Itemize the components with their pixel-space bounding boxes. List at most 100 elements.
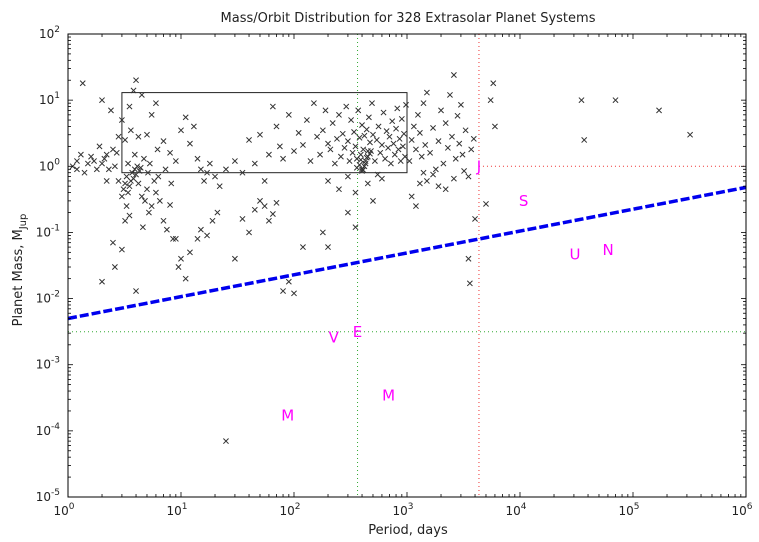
exoplanet-marker [123, 173, 130, 180]
exoplanet-marker [108, 107, 114, 114]
exoplanet-marker [378, 142, 385, 148]
exoplanet-marker [209, 217, 216, 224]
exoplanet-marker [423, 178, 430, 184]
exoplanet-marker [344, 209, 351, 216]
exoplanet-marker [406, 158, 413, 165]
exoplanet-marker [357, 156, 364, 163]
exoplanet-marker [359, 122, 365, 129]
exoplanet-marker [341, 144, 348, 151]
x-tick-label: 106 [731, 502, 752, 518]
highlight-box [121, 92, 408, 174]
exoplanet-marker [352, 143, 359, 150]
exoplanet-marker [348, 117, 355, 124]
exoplanet-marker [269, 211, 276, 217]
x-tick-label: 103 [392, 502, 413, 518]
exoplanet-marker [427, 149, 434, 156]
exoplanet-marker [122, 180, 129, 187]
exoplanet-marker [186, 249, 193, 256]
exoplanet-marker [344, 138, 351, 145]
exoplanet-marker [452, 155, 459, 162]
exoplanet-marker [239, 169, 246, 176]
exoplanet-marker [472, 215, 478, 222]
exoplanet-marker [365, 114, 372, 121]
exoplanet-marker [468, 146, 475, 153]
exoplanet-marker [285, 278, 292, 285]
exoplanet-marker [155, 173, 162, 180]
exoplanet-marker [397, 158, 404, 165]
exoplanet-marker [394, 105, 401, 112]
planet-label-5: S [519, 192, 529, 210]
exoplanet-marker [378, 175, 385, 182]
exoplanet-marker [449, 133, 455, 140]
exoplanet-marker [483, 200, 489, 207]
planet-label-4: J [476, 157, 481, 175]
exoplanet-marker [319, 127, 326, 134]
exoplanet-marker [276, 143, 283, 150]
exoplanet-marker [111, 163, 118, 170]
exoplanet-marker [79, 80, 86, 87]
exoplanet-marker [105, 166, 112, 173]
exoplanet-marker [122, 137, 129, 143]
exoplanet-marker [140, 155, 147, 162]
exoplanet-marker [88, 153, 95, 160]
exoplanet-marker [310, 100, 317, 107]
exoplanet-marker [216, 183, 223, 190]
y-tick-label: 102 [39, 25, 60, 41]
exoplanet-marker [414, 111, 421, 118]
exoplanet-marker [465, 255, 472, 262]
exoplanet-marker [93, 166, 100, 173]
exoplanet-marker [336, 186, 342, 193]
exoplanet-marker [461, 168, 468, 174]
exoplanet-marker [167, 149, 174, 156]
exoplanet-marker [656, 107, 662, 114]
y-tick-label: 101 [39, 91, 60, 107]
exoplanet-marker [450, 72, 457, 78]
trend-line-path [67, 185, 747, 321]
exoplanet-marker [212, 173, 218, 180]
exoplanet-marker [435, 183, 442, 190]
exoplanet-marker [356, 134, 363, 141]
exoplanet-marker [355, 107, 362, 114]
chart-title: Mass/Orbit Distribution for 328 Extrasol… [221, 11, 596, 26]
exoplanet-marker [438, 107, 444, 114]
exoplanet-marker [377, 149, 384, 156]
exoplanet-marker [138, 193, 145, 200]
exoplanet-marker [337, 153, 344, 160]
exoplanet-marker [186, 140, 193, 147]
exoplanet-marker [459, 151, 466, 158]
exoplanet-marker [142, 197, 148, 204]
exoplanet-marker [265, 217, 272, 224]
exoplanet-marker [325, 178, 331, 184]
planet-label-3: M [382, 387, 395, 405]
exoplanet-marker [251, 160, 258, 167]
exoplanet-marker [178, 255, 184, 262]
exoplanet-marker [382, 155, 389, 162]
exoplanet-marker [168, 180, 175, 187]
exoplanet-marker [456, 140, 463, 147]
exoplanet-marker [285, 111, 292, 118]
exoplanet-marker [430, 171, 436, 178]
axes [67, 33, 747, 498]
exoplanet-marker [403, 101, 409, 108]
exoplanet-marker [314, 133, 321, 140]
exoplanet-marker [261, 178, 268, 184]
exoplanet-marker [127, 127, 134, 134]
x-tick-label: 102 [279, 502, 300, 518]
exoplanet-marker [120, 186, 127, 193]
exoplanet-marker [91, 158, 97, 165]
exoplanet-marker [129, 169, 136, 176]
trend-line [67, 185, 747, 321]
exoplanet-marker [194, 155, 201, 162]
exoplanet-marker [465, 173, 472, 180]
exoplanet-marker [136, 168, 143, 174]
exoplanet-marker [110, 239, 116, 246]
y-tick-label: 100 [39, 157, 60, 173]
exoplanet-marker [167, 202, 174, 208]
exoplanet-marker [325, 140, 331, 147]
exoplanet-marker [145, 169, 151, 176]
exoplanet-marker [352, 189, 359, 196]
exoplanet-marker [490, 80, 497, 87]
exoplanet-marker [353, 164, 360, 171]
exoplanet-marker [395, 146, 402, 153]
